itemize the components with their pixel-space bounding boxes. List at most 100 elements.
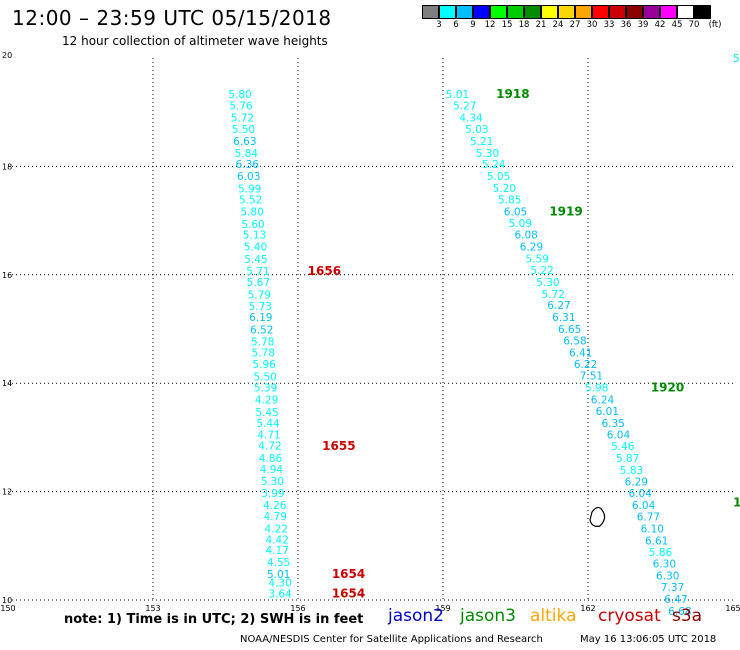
legend-altika: altika [530, 606, 577, 626]
legend-swatch [456, 5, 473, 19]
y-tick-label: 10 [2, 596, 12, 605]
wave-height-value: 5.24 [482, 159, 506, 171]
wave-height-value: 6.58 [563, 335, 586, 347]
wave-height-value: 5.30 [536, 277, 559, 289]
legend-swatch [558, 5, 575, 19]
legend-tick-label: 24 [552, 20, 564, 30]
wave-height-value: 6.30 [653, 559, 676, 571]
y-tick-label: 14 [2, 379, 12, 388]
pass-time-label: 1918 [496, 87, 529, 101]
legend-tick-label: 45 [671, 20, 683, 30]
wave-height-value: 6.08 [514, 230, 537, 242]
wave-height-value: 5.50 [232, 124, 255, 136]
wave-height-value: 5.79 [248, 289, 271, 301]
wave-height-value: 6.03 [237, 171, 260, 183]
legend-swatch [507, 5, 524, 19]
wave-height-value: 4.22 [265, 523, 288, 535]
wave-height-value: 5.27 [453, 101, 476, 113]
wave-height-value: 7.37 [661, 582, 684, 594]
y-tick-label: 20 [2, 51, 12, 60]
wave-height-value: 6.31 [552, 312, 575, 324]
wave-height-value: 4.71 [257, 430, 280, 442]
x-tick-label: 159 [435, 604, 450, 613]
legend-tick-label: 15 [501, 20, 513, 30]
wave-height-value-clipped: 5. [733, 53, 740, 65]
legend-tick-label: 6 [453, 20, 459, 30]
y-tick-label: 18 [2, 162, 12, 171]
legend-cryosat: cryosat [598, 606, 661, 626]
legend-swatch [575, 5, 592, 19]
wave-height-value: 5.05 [487, 171, 510, 183]
wave-height-value: 7.51 [580, 371, 603, 383]
wave-height-value: 5.98 [585, 383, 608, 395]
wave-height-value: 5.09 [509, 218, 532, 230]
x-tick-label: 150 [0, 604, 15, 613]
wave-height-value: 5.21 [470, 136, 493, 148]
timestamp-text: May 16 13:06:05 UTC 2018 [580, 634, 717, 645]
pass-time-label: 1921 [733, 495, 740, 509]
wave-height-value: 5.60 [241, 219, 264, 231]
wave-height-value: 6.29 [520, 242, 543, 254]
wave-height-value: 6.41 [569, 347, 592, 359]
wave-height-value: 6.77 [637, 512, 660, 524]
wave-height-value: 6.04 [632, 500, 656, 512]
legend-tick-label: 9 [470, 20, 476, 30]
legend-tick-label: 21 [535, 20, 547, 30]
legend-swatch [473, 5, 490, 19]
legend-swatch [643, 5, 660, 19]
wave-height-value: 5.83 [620, 465, 643, 477]
wave-height-value: 5.72 [231, 113, 254, 125]
x-tick-label: 165 [725, 604, 740, 613]
credit-text: NOAA/NESDIS Center for Satellite Applica… [240, 634, 543, 645]
legend-tick-label: 70 [688, 20, 700, 30]
y-tick-label: 16 [2, 271, 12, 280]
wave-height-value: 5.76 [229, 101, 253, 113]
wave-height-value: 5.87 [616, 453, 639, 465]
legend-tick-label: 39 [637, 20, 649, 30]
color-legend: 3 6 9 12 15 18 21 24 27 30 33 36 39 42 45 70 (ft) [422, 5, 721, 31]
wave-height-value: 4.55 [267, 557, 290, 569]
wave-height-value: 5.71 [246, 266, 269, 278]
wave-height-value: 5.03 [465, 124, 488, 136]
wave-height-value: 5.59 [526, 254, 549, 266]
wave-height-value: 6.68 [668, 606, 691, 618]
page-subtitle: 12 hour collection of altimeter wave hei… [62, 34, 328, 48]
legend-swatch [541, 5, 558, 19]
legend-jason3: jason3 [460, 606, 516, 626]
wave-height-value: 3.64 [268, 588, 292, 600]
pass-time-label: 1919 [549, 204, 582, 218]
wave-height-value: 5.39 [254, 383, 277, 395]
legend-jason2: jason2 [388, 606, 444, 626]
pass-time-label: 1920 [651, 381, 684, 395]
wave-height-value: 4.29 [255, 394, 278, 406]
wave-height-value: 6.22 [574, 359, 597, 371]
wave-height-value: 5.52 [239, 194, 262, 206]
x-tick-label: 153 [145, 604, 160, 613]
wave-height-value: 5.45 [255, 407, 278, 419]
wave-height-value: 5.13 [243, 230, 266, 242]
pass-time-label: 1654 [332, 567, 365, 581]
footer-note: note: 1) Time is in UTC; 2) SWH is in fe… [64, 612, 364, 627]
wave-height-value: 5.22 [530, 265, 553, 277]
y-tick-label: 12 [2, 488, 12, 497]
wave-height-value: 5.78 [252, 347, 275, 359]
wave-height-value: 4.79 [264, 511, 287, 523]
wave-height-value: 4.34 [459, 113, 483, 125]
wave-height-value: 4.86 [259, 453, 283, 465]
wave-height-value: 4.30 [268, 578, 291, 590]
legend-swatch [626, 5, 643, 19]
legend-tick-label: 42 [654, 20, 666, 30]
legend-swatch [490, 5, 507, 19]
wave-height-value: 6.27 [547, 300, 570, 312]
wave-height-value: 6.35 [601, 418, 624, 430]
wave-height-value: 5.96 [252, 359, 276, 371]
pass-time-label: 1655 [322, 439, 355, 453]
wave-height-value: 5.30 [476, 148, 499, 160]
legend-tick-label: 27 [569, 20, 581, 30]
wave-height-value: 5.86 [649, 547, 673, 559]
pass-time-label: 1656 [308, 264, 341, 278]
wave-height-value: 6.04 [607, 430, 631, 442]
contour-shape [589, 506, 606, 527]
legend-tick-label: 3 [436, 20, 442, 30]
